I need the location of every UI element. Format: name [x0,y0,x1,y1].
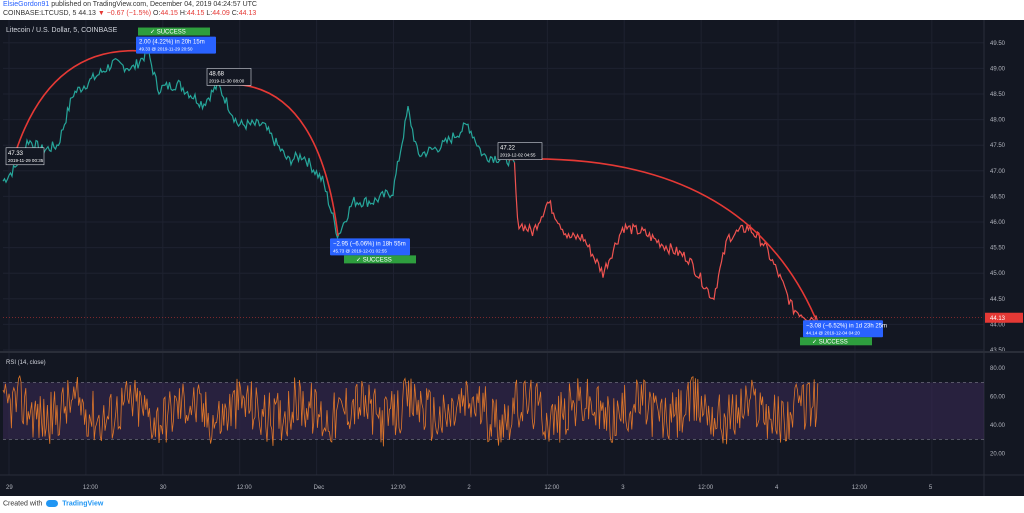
x-tick-label: 2 [467,485,471,491]
x-tick-label: Dec [314,485,325,491]
open-value: 44.15 [160,10,178,17]
high-value: 44.15 [186,10,205,17]
chart-canvas[interactable]: 49.50 49.00 48.50 48.00 47.50 47.00 46.50 46.00… [0,20,1024,496]
x-tick-label: 12:00 [852,485,868,491]
x-tick-label: 12:00 [391,485,407,491]
success-badge-2 [344,255,416,264]
rsi-tick-label: 60.00 [990,395,1006,401]
measure-box-2-line2: 45.73 @ 2019-12-01 02:55 [333,248,387,253]
change-value: −0.67 (−1.5%) [106,10,152,17]
y-tick-label: 49.50 [990,41,1006,47]
measure-box-3-line1: −3.08 (−6.52%) in 1d 23h 25m [806,323,887,329]
rsi-band [3,382,984,440]
price-line-up [2,46,516,240]
rsi-tick-label: 20.00 [990,452,1006,458]
measure-box-1 [136,36,216,54]
price-tag-dec2 [497,142,543,160]
success-badge-3 [800,337,872,346]
y-tick-label: 45.50 [990,246,1006,252]
measure-box-1-line1: 2.00 (4.22%) in 20h 15m [139,40,205,46]
x-tick-label: 29 [6,485,13,491]
low-label: L: [206,10,213,17]
price-tag-dec2-text: 2019-12-02 04:55 [500,153,536,158]
measure-box-2 [330,238,410,256]
y-tick-label: 44.50 [990,297,1006,303]
x-tick-label: 12:00 [237,485,253,491]
created-with-text: Created with [3,500,43,508]
x-tick-label: 12:00 [544,485,560,491]
open-label: O: [153,10,161,17]
price-tag-mid-text: 2019-11-30 08:00 [209,78,245,83]
close-value: 44.13 [238,10,257,17]
publish-info: published on TradingView.com, December 0… [51,1,257,8]
rsi-line [2,374,819,447]
created-with: Created with TradingView [3,500,103,507]
arc-drop-2 [507,158,816,318]
down-arrow-icon: ▼ [97,10,105,17]
success-badge-1 [138,27,210,36]
price-tag-dec2-text: 47.22 [500,146,516,152]
footer: Created with TradingView [0,496,1024,513]
x-tick-label: 12:00 [83,485,99,491]
y-tick-label: 48.50 [990,92,1006,98]
price-line-down [513,162,819,324]
x-tick-label: 5 [929,485,933,491]
measure-box-1-line2: 49.33 @ 2019-11-29 20:50 [139,47,193,52]
y-tick-label: 46.50 [990,194,1006,200]
price-tag-start-text: 47.33 [8,151,24,157]
rsi-title: RSI (14, close) [6,360,46,366]
x-tick-label: 30 [160,485,167,491]
high-label: H: [179,10,187,17]
price-tag-mid-text: 48.68 [209,71,225,77]
author-link[interactable]: ElsieGordon91 [3,1,50,8]
y-tick-label: 49.00 [990,66,1006,72]
close-label: C: [231,10,239,17]
success-badge-3-text: ✓ SUCCESS [812,339,848,345]
last-price: 44.13 [78,10,96,17]
arc-rise-1 [14,49,149,155]
symbol-label: COINBASE:LTCUSD, 5 [3,10,77,17]
success-badge-2-text: ✓ SUCCESS [356,257,392,263]
y-tick-label: 44.00 [990,322,1006,328]
measure-box-3-line2: 44.14 @ 2019-12-04 04:20 [806,330,860,335]
y-tick-label: 47.50 [990,143,1006,149]
low-value: 44.09 [212,10,230,17]
ohlc-line: COINBASE:LTCUSD, 5 44.13 ▼ −0.67 (−1.5%)… [3,10,256,17]
y-tick-label: 45.00 [990,271,1006,277]
tradingview-cloud-icon [46,500,59,507]
x-tick-label: 4 [775,485,779,491]
tradingview-brand[interactable]: TradingView [62,500,104,508]
price-tag-start [5,147,45,166]
x-tick-label: 12:00 [698,485,714,491]
price-tag-mid [206,68,252,86]
x-tick-label: 3 [621,485,625,491]
rsi-tick-label: 80.00 [990,366,1006,372]
last-price-value: 44.13 [990,316,1006,322]
chart-header: ElsieGordon91 published on TradingView.c… [0,0,1024,20]
measure-box-3 [803,320,883,338]
publish-line: ElsieGordon91 published on TradingView.c… [3,1,257,8]
rsi-tick-label: 40.00 [990,423,1006,429]
measure-box-2-line1: −2.95 (−6.06%) in 18h 55m [333,241,406,247]
y-tick-label: 46.00 [990,220,1006,226]
chart-title: Litecoin / U.S. Dollar, 5, COINBASE [6,27,118,34]
y-tick-label: 48.00 [990,118,1006,124]
success-badge-1-text: ✓ SUCCESS [150,30,186,36]
y-tick-label: 47.00 [990,169,1006,175]
last-price-badge [985,312,1023,323]
price-tag-start-text: 2019-11-29 00:35 [8,158,44,163]
